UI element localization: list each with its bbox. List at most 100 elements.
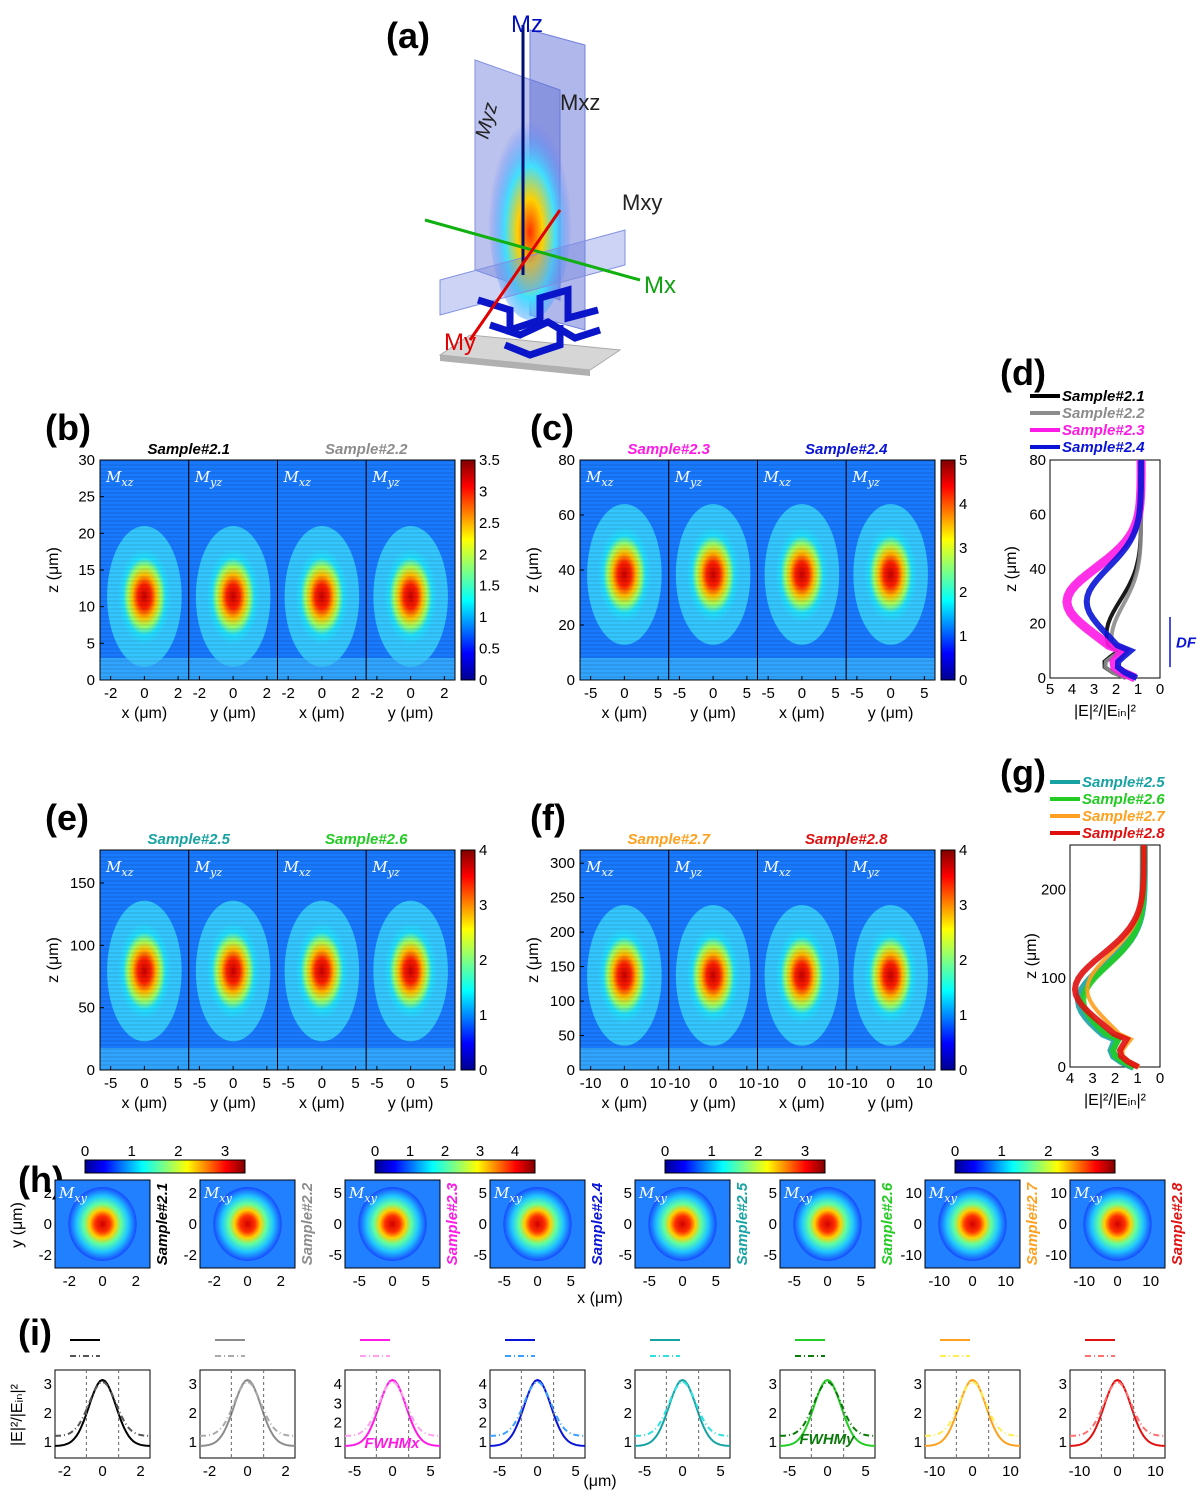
mx-curve	[924, 1378, 1021, 1447]
map-frame	[54, 1179, 151, 1269]
x-tick-label: 0	[968, 1273, 976, 1290]
x-tick-label: 0	[140, 1075, 148, 1092]
y-tick-label: 5	[769, 1185, 777, 1202]
panel_c-map-3: Mxz -5 0 5 x (μm)	[757, 459, 847, 722]
y-tick-label: 150	[550, 959, 575, 976]
colorbar-tick-label: 2	[959, 584, 967, 601]
x-tick-label: 0	[406, 685, 414, 702]
colorbar	[664, 1159, 826, 1174]
x-tick-label: 5	[861, 1463, 869, 1480]
x-tick-label: 0	[98, 1463, 106, 1480]
map-frame	[199, 1179, 296, 1269]
x-tick-label: 5	[422, 1273, 430, 1290]
colorbar-tick-label: 2	[174, 1143, 182, 1160]
y-tick-label: 40	[1029, 561, 1046, 578]
colorbar-tick-label: 3	[476, 1143, 484, 1160]
y-tick-label: 3	[189, 1376, 197, 1393]
colorbar-tick-label: 0.5	[479, 641, 500, 658]
panel-b: (b) Mxz -2 0 2 x (μm) Myz -2 0 2 y (μm) Mxz -2 0 2 x (μ…	[45, 407, 500, 722]
y-tick-label: 300	[550, 855, 575, 872]
y-tick-label: 0	[44, 1216, 52, 1233]
y-tick-label: 10	[905, 1185, 922, 1202]
colorbar-tick-label: 0	[959, 1062, 967, 1079]
panel_b-map-3: Mxz -2 0 2 x (μm)	[277, 459, 367, 722]
mxy-map-6: Mxy -5 -5 0 0 5 5 Sample#2.6	[764, 1179, 896, 1290]
x-tick-label: 0	[243, 1463, 251, 1480]
map-frame	[634, 1179, 731, 1269]
y-tick-label: 25	[78, 489, 95, 506]
colorbar-tick-label: 0	[81, 1143, 89, 1160]
x-tick-label: -2	[63, 1273, 76, 1290]
map-frame	[344, 1179, 441, 1269]
x-tick-label: -10	[669, 1075, 691, 1092]
x-tick-label: -5	[370, 1075, 383, 1092]
x-tick-label: 2	[136, 1463, 144, 1480]
y-tick-label: 5	[334, 1185, 342, 1202]
y-tick-label: 5	[87, 635, 95, 652]
panel_c-label: (c)	[530, 407, 574, 448]
panel-e: (e) Mxz -5 0 5 x (μm) Myz -5 0 5 y (μm) Mxz -5 0 5 x (μ…	[45, 797, 487, 1112]
plot-frame	[634, 1369, 731, 1459]
sample-title: Sample#2.4	[805, 441, 888, 458]
panel_f-map-2: Myz -10 0 10y (μm)	[668, 849, 758, 1112]
panel-a-label: (a)	[386, 15, 430, 56]
map-label: Myz	[371, 468, 400, 489]
sample-title: Sample#2.8	[1169, 1182, 1186, 1265]
colorbar-tick-label: 3	[801, 1143, 809, 1160]
y-tick-label: 10	[1050, 1185, 1067, 1202]
sample-title: Sample#2.1	[147, 441, 230, 458]
fringes	[668, 460, 758, 680]
fringes	[277, 850, 367, 1070]
map-frame	[779, 1179, 876, 1269]
x-tick-label: -5	[783, 1463, 796, 1480]
legend-mx: Mx	[537, 1331, 560, 1352]
map-label: Mxy	[203, 1184, 233, 1205]
map-label: Mxy	[928, 1184, 958, 1205]
y-tick-label: 15	[78, 562, 95, 579]
panel_b-map-1: Mxz -2 0 2 x (μm)	[99, 459, 190, 722]
x-tick-label: 0	[798, 1075, 806, 1092]
x-axis-label: x (μm)	[299, 705, 345, 722]
x-tick-label: 0	[533, 1463, 541, 1480]
x-tick-label: -5	[584, 685, 597, 702]
y-tick-label: 1	[914, 1434, 922, 1451]
mx-curve	[779, 1378, 876, 1447]
mx-curve	[634, 1378, 731, 1447]
y-tick-label: 80	[1029, 452, 1046, 469]
colorbar-tick-label: 0	[959, 672, 967, 689]
x-tick-label: 0	[798, 685, 806, 702]
legend-entry: Sample#2.5	[1082, 774, 1165, 791]
legend-entry: Sample#2.1	[1062, 388, 1145, 405]
y-tick-label: 60	[558, 507, 575, 524]
map-frame	[489, 1179, 586, 1269]
colorbar-tick-label: 1	[479, 1007, 487, 1024]
plot-frame	[344, 1369, 441, 1459]
panel_e-label: (e)	[45, 797, 89, 838]
y-tick-label: 3	[769, 1376, 777, 1393]
sample-title: Sample#2.5	[147, 831, 230, 848]
plot-frame	[54, 1369, 151, 1459]
focus-cone	[488, 100, 572, 320]
plane-mxz-label: Mxz	[560, 90, 600, 115]
y-tick-label: 0	[334, 1216, 342, 1233]
map-label: Mxy	[783, 1184, 813, 1205]
colorbar-tick-label: 2	[959, 952, 967, 969]
x-tick-label: 2	[1112, 681, 1120, 698]
colorbar-tick-label: 3	[479, 483, 487, 500]
x-axis-label: y (μm)	[868, 705, 914, 722]
mx-curve	[1069, 1378, 1166, 1447]
sample-title: Sample#2.2	[325, 441, 408, 458]
x-tick-label: 0	[1156, 1070, 1164, 1087]
x-tick-label: -10	[1073, 1273, 1095, 1290]
axis-mz-label: Mz	[511, 11, 543, 38]
y-tick-label: 3	[334, 1395, 342, 1412]
colorbar-tick-label: 3	[959, 897, 967, 914]
x-tick-label: -10	[580, 1075, 602, 1092]
legend-entry: Sample#2.3	[1062, 422, 1145, 439]
x-tick-label: -5	[104, 1075, 117, 1092]
metasurface-pattern	[476, 285, 602, 359]
legend-my: My	[247, 1347, 270, 1368]
